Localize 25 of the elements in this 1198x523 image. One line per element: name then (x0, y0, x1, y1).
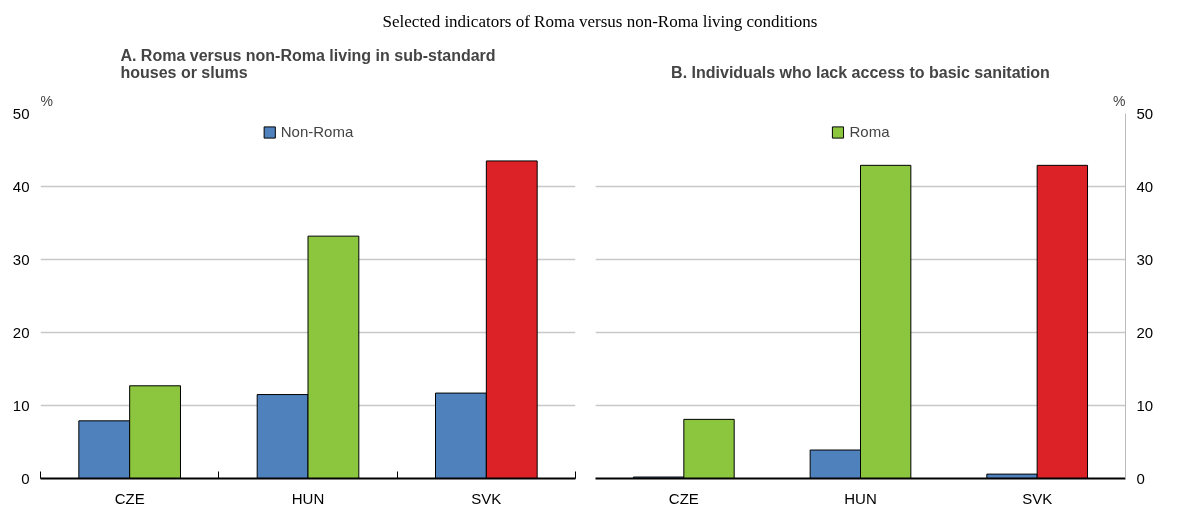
x-tick-label: CZE (668, 489, 699, 507)
y2-axis-title: % (1113, 92, 1126, 109)
y2-tick-label: 40 (1136, 177, 1154, 195)
x-tick-label: HUN (291, 489, 325, 507)
chart-title: A. Roma versus non-Roma living in sub-standard houses or slums (120, 46, 496, 81)
y-tick-label: 30 (12, 250, 30, 268)
y2-tick-label: 30 (1136, 250, 1154, 268)
y2-tick-label: 50 (1136, 104, 1154, 122)
y-tick-label: 40 (12, 177, 30, 195)
legend-label: Roma (849, 123, 890, 141)
y-axis-title: % (40, 92, 53, 109)
chart-title: B. Individuals who lack access to basic sanitation (671, 63, 1050, 81)
text: Selected indicators of Roma versus non-Roma living conditions (382, 11, 818, 33)
legend-label: Non-Roma (280, 123, 354, 141)
y-tick-label: 0 (21, 469, 30, 487)
x-tick-label: HUN (844, 489, 877, 507)
x-tick-label: SVK (471, 489, 502, 507)
y-tick-label: 50 (12, 104, 30, 122)
y-tick-label: 10 (12, 396, 30, 414)
y2-tick-label: 20 (1136, 323, 1154, 341)
y2-tick-label: 0 (1136, 469, 1145, 487)
y2-tick-label: 10 (1136, 396, 1154, 414)
y-tick-label: 20 (12, 323, 30, 341)
x-tick-label: CZE (114, 489, 145, 507)
x-tick-label: SVK (1022, 489, 1053, 507)
